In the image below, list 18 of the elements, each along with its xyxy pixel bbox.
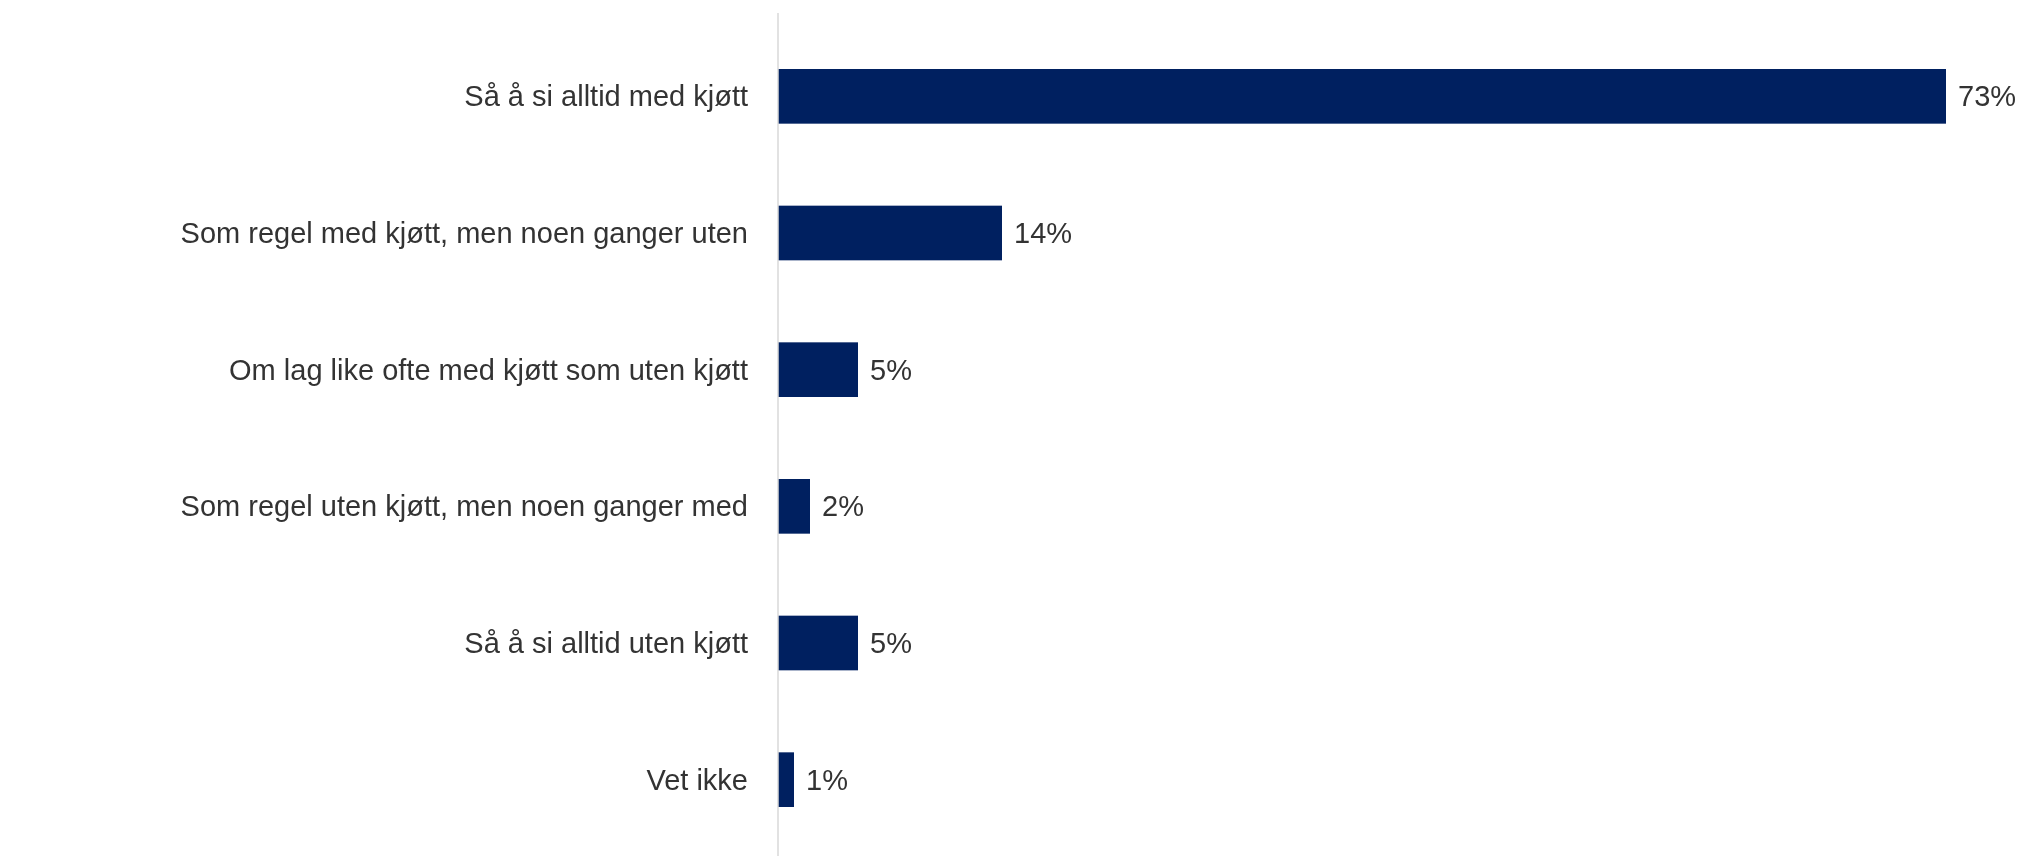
data-label: 14%	[1014, 217, 1073, 249]
y-tick-label: Så å si alltid med kjøtt	[464, 80, 748, 113]
y-tick-label: Som regel uten kjøtt, men noen ganger med	[180, 490, 748, 523]
bar	[778, 205, 1002, 261]
data-label: 5%	[870, 353, 912, 386]
data-label: 1%	[806, 763, 848, 796]
bar	[778, 479, 810, 534]
y-tick-label: Som regel med kjøtt, men noen ganger uten	[180, 217, 748, 249]
y-tick-label: Så å si alltid uten kjøtt	[464, 627, 748, 659]
bar	[778, 69, 1946, 124]
data-label: 73%	[1958, 80, 2017, 113]
bar	[778, 615, 858, 671]
y-tick-label: Om lag like ofte med kjøtt som uten kjøtt	[229, 353, 748, 386]
bar	[778, 342, 858, 397]
data-label: 5%	[870, 627, 912, 659]
bar	[778, 752, 794, 807]
data-label: 2%	[822, 490, 864, 523]
y-tick-label: Vet ikke	[646, 763, 748, 796]
